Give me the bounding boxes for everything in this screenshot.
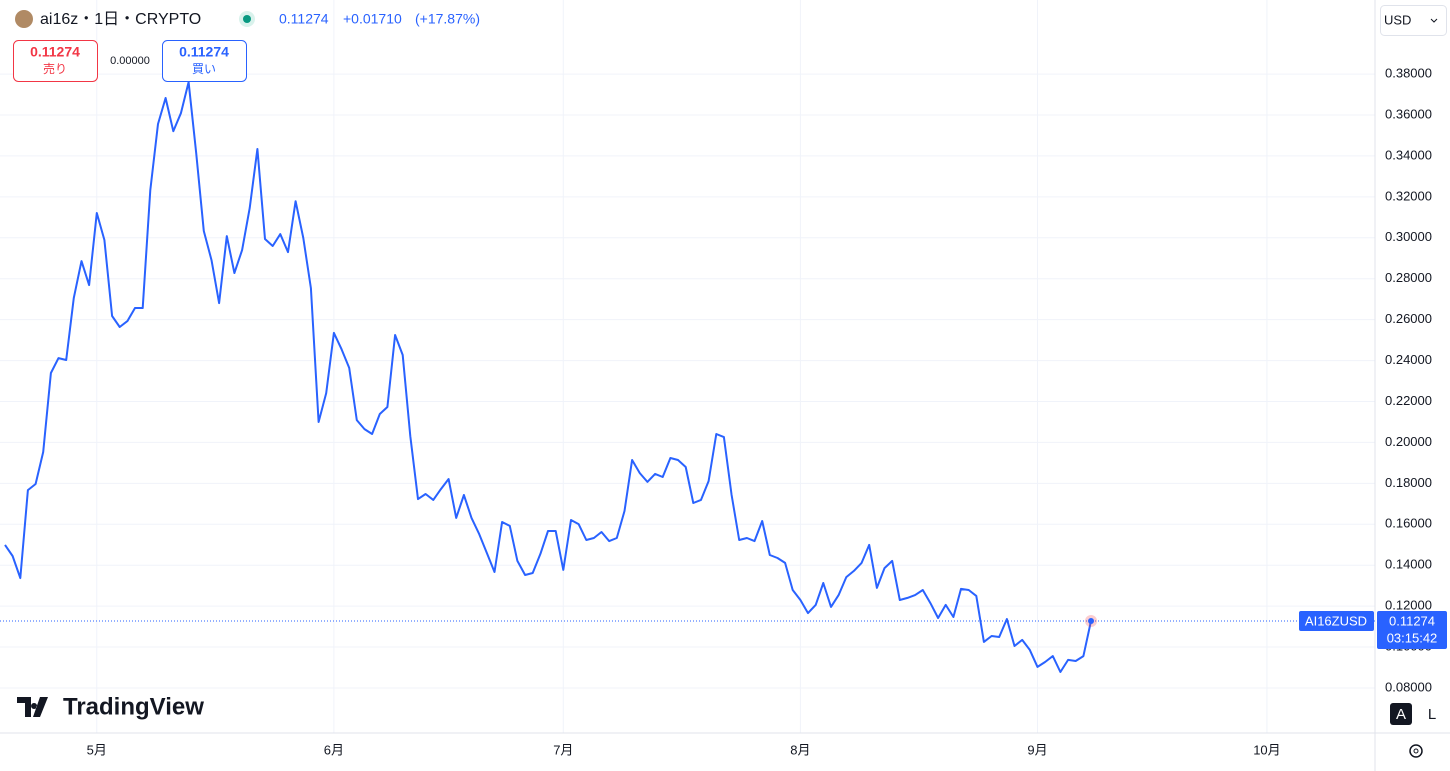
- currency-button[interactable]: [1380, 5, 1447, 36]
- y-tick-label: 0.24000: [1385, 352, 1432, 367]
- x-tick-label: 9月: [1027, 742, 1047, 757]
- y-tick-label: 0.30000: [1385, 229, 1432, 244]
- auto-scale-button[interactable]: [1390, 703, 1412, 725]
- x-tick-label: 5月: [87, 742, 107, 757]
- y-tick-label: 0.20000: [1385, 434, 1432, 449]
- price: 0.11274: [279, 11, 329, 27]
- buy-label: 買い: [192, 62, 216, 76]
- logo-text: TradingView: [63, 693, 204, 720]
- auto-scale-label: A: [1396, 706, 1406, 723]
- y-tick-label: 0.34000: [1385, 147, 1432, 162]
- settings-icon-center: [1413, 748, 1419, 754]
- y-tick-label: 0.22000: [1385, 393, 1432, 408]
- y-tick-label: 0.18000: [1385, 475, 1432, 490]
- logo-icon: [17, 697, 48, 717]
- symbol-title[interactable]: ai16z・1日・CRYPTO: [40, 11, 201, 28]
- buy-button[interactable]: [162, 40, 247, 82]
- sell-price: 0.11274: [30, 44, 80, 60]
- y-tick-label: 0.26000: [1385, 311, 1432, 326]
- y-tick-label: 0.12000: [1385, 598, 1432, 613]
- sell-button[interactable]: [13, 40, 98, 82]
- y-tick-label: 0.38000: [1385, 66, 1432, 81]
- change-pct: (+17.87%): [415, 11, 480, 27]
- price-tag: [1377, 610, 1447, 649]
- change: +0.01710: [343, 11, 402, 27]
- symbol-tag: [1299, 610, 1374, 631]
- last-point: [1088, 617, 1095, 624]
- x-tick-label: 7月: [553, 742, 573, 757]
- countdown: 03:15:42: [1387, 630, 1438, 645]
- price-line: [4, 81, 1092, 673]
- symbol-icon: [15, 10, 33, 28]
- currency: USD: [1384, 12, 1411, 27]
- x-tick-label: 10月: [1253, 742, 1280, 757]
- log-scale-label[interactable]: L: [1428, 706, 1436, 723]
- x-tick-label: 6月: [324, 742, 344, 757]
- price-tag-label: 0.11274: [1389, 613, 1435, 628]
- y-tick-label: 0.32000: [1385, 188, 1432, 203]
- y-tick-label: 0.16000: [1385, 516, 1432, 531]
- buy-price: 0.11274: [179, 44, 229, 60]
- sell-label: 売り: [43, 61, 67, 76]
- y-tick-label: 0.14000: [1385, 557, 1432, 572]
- status-dot: [243, 15, 251, 23]
- spread: 0.00000: [110, 55, 150, 67]
- x-tick-label: 8月: [790, 742, 810, 757]
- y-tick-label: 0.08000: [1385, 679, 1432, 694]
- chevron: [1430, 18, 1438, 23]
- settings-icon[interactable]: [1409, 744, 1423, 758]
- symbol-tag-label: AI16ZUSD: [1305, 613, 1367, 628]
- y-tick-label: 0.36000: [1385, 106, 1432, 121]
- y-tick-label: 0.28000: [1385, 270, 1432, 285]
